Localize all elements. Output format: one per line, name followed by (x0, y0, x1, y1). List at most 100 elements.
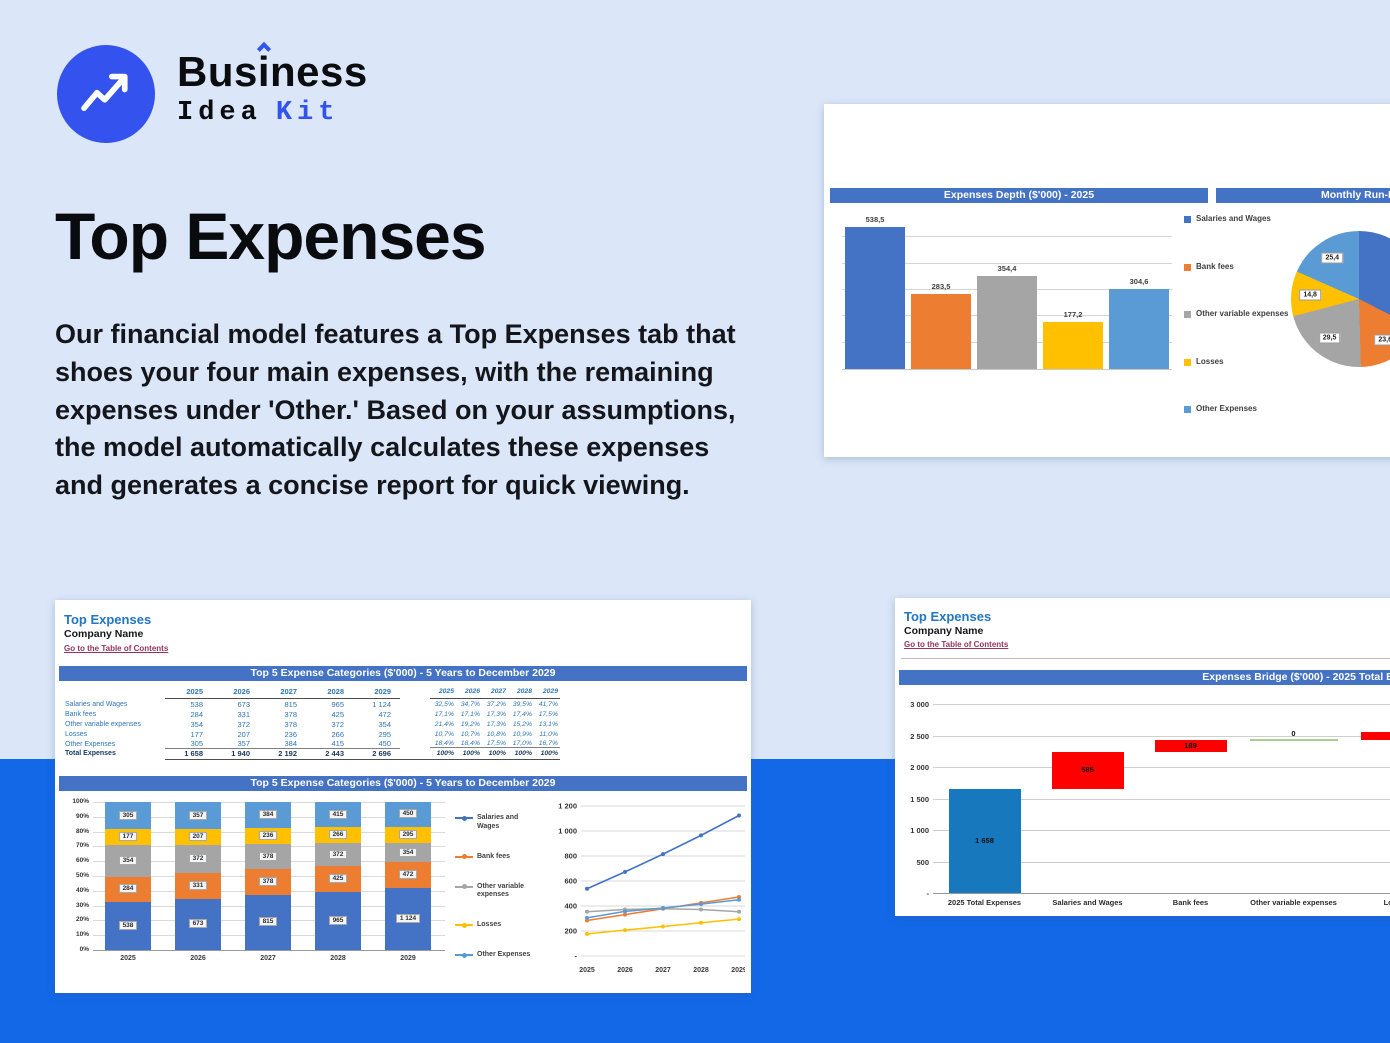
x-axis-label: 2025 Total Expenses (947, 898, 1022, 907)
y-axis-label: - (575, 952, 578, 961)
legend-label: Bank fees (1196, 261, 1234, 271)
brand-name-part: ness (270, 48, 368, 95)
data-point (737, 895, 741, 899)
expenses-depth-bar-chart: 538,5 283,5 354,4 177,2 304,6 (842, 212, 1172, 370)
data-point (585, 909, 589, 914)
table-row: Bank fees 284 331 378 425 472 17,1% 17,1% 17,3% 1… (65, 709, 560, 719)
percent-cell: 34,7% (460, 700, 480, 708)
legend-item: Other Expenses (455, 951, 539, 960)
total-percent-cell: 100% (534, 749, 560, 760)
percent-cell: 17,1% (434, 710, 454, 718)
x-axis-label: 2025 (120, 955, 136, 962)
bar (911, 294, 971, 369)
segment-value-label: 357 (175, 810, 221, 820)
bar-value-label: 189 (1184, 740, 1197, 750)
data-point (699, 907, 703, 912)
y-axis-label: 2 500 (910, 731, 929, 741)
segment-value-label: 331 (175, 881, 221, 891)
y-axis-label: 3 000 (910, 700, 929, 709)
year-header: 2026 (212, 686, 259, 699)
company-name: Company Name (904, 625, 984, 637)
legend-swatch (1184, 216, 1191, 223)
bar-value-label: 354,4 (997, 263, 1017, 273)
segment-value-label: 1 124 (385, 914, 431, 924)
value-cell: 425 (331, 709, 344, 719)
expenses-bridge-waterfall-chart: - 500 1 000 1 500 2 000 2 500 3 000 1 658 2025 T… (903, 694, 1390, 910)
value-cell: 177 (190, 729, 203, 739)
row-label: Other Expenses (65, 740, 116, 748)
segment-value-label: 965 (315, 915, 361, 925)
expenses-depth-card: Expenses Depth ($'000) - 2025 Monthly Ru… (824, 104, 1390, 457)
value-cell: 1 124 (372, 699, 391, 709)
table-row: Other variable expenses 354 372 378 372 354 21… (65, 719, 560, 729)
data-point (737, 813, 741, 818)
legend-line-marker (455, 815, 473, 821)
table-of-contents-link[interactable]: Go to the Table of Contents (64, 644, 169, 653)
percent-cell: 18,4% (430, 740, 456, 748)
value-cell: 295 (378, 729, 391, 739)
percent-cell: 18,4% (456, 740, 482, 748)
value-cell: 450 (353, 739, 400, 749)
bar (1043, 322, 1103, 369)
table-of-contents-link[interactable]: Go to the Table of Contents (904, 640, 1009, 649)
x-axis-label: 2026 (617, 967, 633, 974)
value-cell: 815 (284, 699, 297, 709)
percent-cell: 17,5% (482, 740, 508, 748)
value-cell: 965 (331, 699, 344, 709)
brand-name: Busi ness (177, 41, 368, 95)
legend-line-marker (455, 922, 473, 928)
gridline (842, 262, 1172, 264)
brand-subtitle-kit: Kit (275, 98, 340, 128)
total-percent-cell: 100% (456, 749, 482, 760)
segment-value-label: 305 (105, 810, 151, 820)
gridline (842, 236, 1172, 238)
gridline (933, 830, 1390, 831)
x-axis-label: 2026 (190, 955, 206, 962)
y-axis-label: 1 200 (558, 802, 577, 811)
chart-header-bar: Top 5 Expense Categories ($'000) - 5 Yea… (59, 776, 747, 791)
year-header: 2025 (430, 686, 456, 699)
pie-slice-label: 25,4 (1321, 252, 1344, 264)
data-point (661, 852, 665, 857)
sheet-title: Top Expenses (64, 612, 152, 627)
x-axis-label: 2029 (400, 955, 416, 962)
bar-value-label: 1 658 (975, 835, 994, 845)
year-header: 2025 (165, 686, 212, 699)
y-axis-label: 600 (564, 877, 577, 886)
data-point (623, 869, 627, 874)
brand-subtitle: Idea Kit (177, 98, 368, 128)
legend-item: Bank fees (1184, 262, 1290, 272)
percent-cell: 10,9% (512, 730, 532, 738)
bar-value-label: 177,2 (1063, 310, 1083, 320)
legend-swatch (1184, 406, 1191, 413)
x-axis-label: Salaries and Wages (1052, 898, 1123, 907)
waterfall-bar (948, 788, 1021, 893)
legend-item: Bank fees (455, 853, 539, 862)
legend-item: Other Expenses (1184, 404, 1290, 414)
value-cell: 305 (165, 739, 212, 749)
table-row: Other Expenses 305 357 384 415 450 18,4% 18,4% 1… (65, 739, 560, 749)
year-header: 2029 (534, 686, 560, 699)
y-axis-label: 1 000 (558, 827, 577, 836)
total-value-cell: 2 443 (306, 749, 353, 760)
x-axis-label: 2025 (579, 967, 595, 974)
gridline (933, 861, 1390, 863)
bar (977, 275, 1037, 369)
legend-label: Other Expenses (477, 951, 531, 959)
value-cell: 284 (190, 709, 203, 719)
row-label: Other variable expenses (65, 720, 141, 728)
y-axis-label: 40% (75, 886, 89, 894)
legend-item: Losses (455, 921, 539, 930)
row-label: Losses (65, 730, 88, 738)
legend-label: Losses (1196, 356, 1224, 366)
year-header: 2028 (508, 686, 534, 699)
segment-value-label: 425 (315, 873, 361, 883)
y-axis-label: 10% (75, 931, 89, 939)
percent-cell: 32,5% (434, 700, 454, 708)
gridline (933, 798, 1390, 800)
x-axis-label: Other variable expenses (1250, 898, 1337, 907)
value-cell: 415 (306, 739, 353, 749)
bar-value-label: 538,5 (865, 215, 885, 225)
gridline (933, 767, 1390, 768)
segment-value-label: 384 (245, 810, 291, 820)
